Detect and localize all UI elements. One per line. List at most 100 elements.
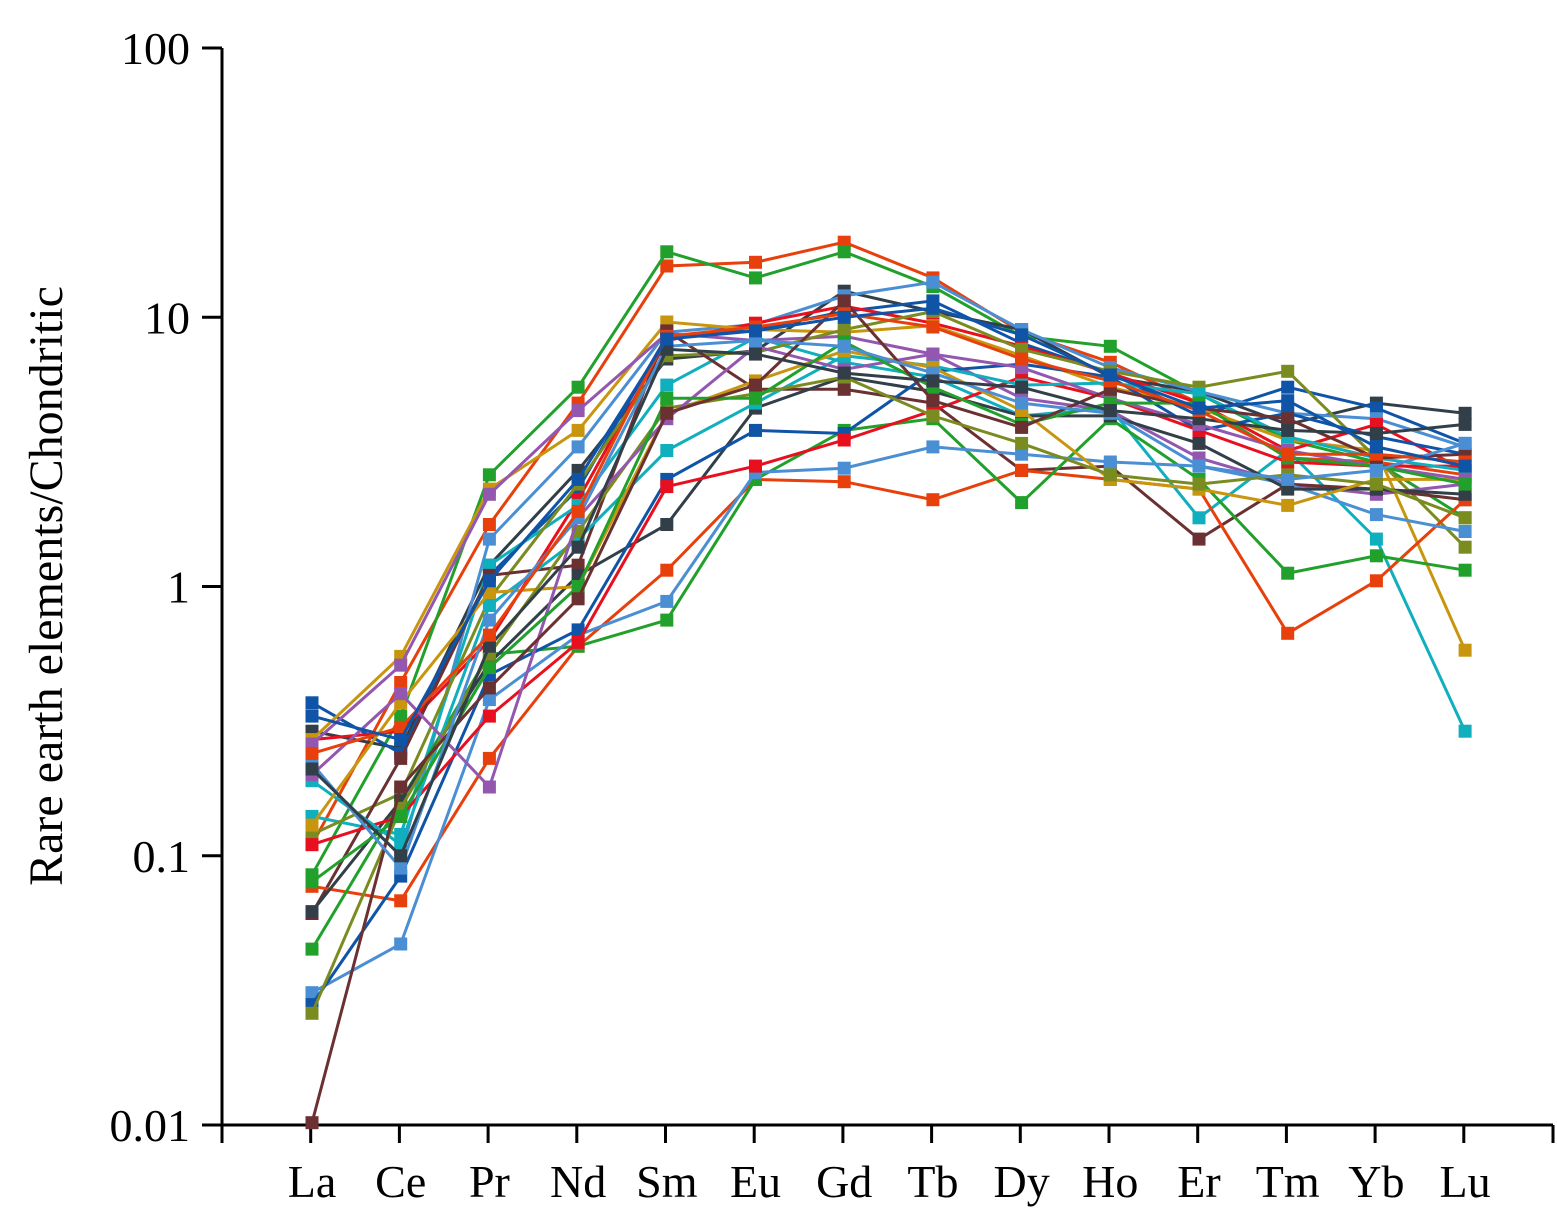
data-point (837, 310, 851, 324)
data-point (749, 347, 762, 361)
data-point (394, 849, 408, 863)
data-point (1281, 423, 1295, 437)
data-point (394, 687, 408, 701)
data-point (1192, 532, 1206, 546)
data-point (1281, 380, 1295, 394)
data-point (305, 1116, 319, 1130)
data-point (926, 347, 940, 361)
data-point (1458, 459, 1472, 473)
data-point (482, 487, 496, 501)
data-point (926, 394, 940, 408)
data-point (660, 259, 674, 273)
data-point (837, 294, 851, 308)
data-point (394, 720, 408, 734)
data-point (1103, 368, 1117, 382)
x-category-label: Ho (1082, 1156, 1138, 1207)
data-point (482, 628, 496, 642)
data-point (1458, 436, 1472, 450)
data-point (1192, 401, 1206, 415)
series-23 (305, 294, 1472, 1130)
series-line (310, 280, 1466, 859)
series-25 (305, 342, 1472, 863)
data-point (660, 391, 674, 405)
data-point (1192, 511, 1206, 525)
data-point (394, 809, 408, 823)
data-point (482, 558, 496, 572)
data-point (1458, 525, 1472, 538)
y-axis-title: Rare earth elements/Chondritic (20, 286, 73, 886)
data-point (1015, 380, 1029, 394)
data-point (1458, 417, 1472, 431)
series-line (310, 338, 1466, 872)
data-point (749, 271, 762, 285)
data-point (1458, 487, 1472, 501)
data-point (1458, 477, 1472, 491)
data-point (1369, 549, 1383, 563)
data-point (1369, 477, 1383, 491)
data-point (1015, 463, 1029, 477)
data-point (660, 563, 674, 577)
data-point (1192, 477, 1206, 491)
data-point (394, 861, 408, 875)
data-point (482, 661, 496, 675)
x-category-label: Nd (550, 1156, 606, 1207)
x-category-label: Tm (1256, 1156, 1320, 1207)
data-point (305, 875, 319, 889)
data-point (482, 468, 496, 482)
data-point (837, 475, 851, 489)
data-point (926, 409, 940, 423)
series-27 (305, 301, 1472, 747)
data-point (1103, 468, 1117, 482)
data-point (1015, 436, 1029, 450)
data-point (394, 937, 408, 951)
series-line (311, 306, 1466, 742)
data-point (482, 693, 496, 707)
data-point (837, 366, 851, 380)
data-point (1192, 436, 1206, 450)
data-point (571, 380, 585, 394)
data-point (660, 518, 674, 531)
data-point (394, 676, 408, 689)
data-point (1015, 328, 1029, 342)
data-point (482, 532, 496, 546)
y-tick-label: 10 (144, 292, 190, 343)
data-point (1103, 455, 1117, 469)
series-2 (305, 245, 1472, 882)
data-point (1281, 498, 1295, 512)
data-point (305, 838, 319, 852)
data-point (482, 574, 496, 588)
data-point (571, 623, 585, 637)
data-point (571, 504, 585, 518)
series-22 (305, 335, 1472, 889)
data-point (660, 332, 674, 346)
data-point (660, 613, 674, 627)
series-line (311, 299, 1466, 756)
data-point (571, 558, 585, 572)
data-point (1458, 406, 1472, 420)
series-line (310, 375, 1466, 913)
data-point (837, 382, 851, 396)
data-point (305, 986, 319, 1000)
data-point (1458, 643, 1472, 657)
series-line (310, 298, 1466, 1124)
x-category-label: Er (1177, 1156, 1220, 1207)
data-point (571, 423, 585, 437)
data-point (1369, 427, 1383, 440)
data-point (1369, 401, 1383, 415)
x-category-label: Tb (907, 1156, 958, 1207)
data-point (1281, 472, 1295, 486)
data-point (1458, 511, 1472, 525)
data-point (482, 709, 496, 723)
x-category-label: Eu (730, 1156, 781, 1207)
data-point (305, 1006, 319, 1020)
data-point (749, 324, 762, 338)
data-point (1458, 724, 1472, 738)
data-point (1369, 440, 1383, 454)
data-point (482, 639, 496, 653)
data-point (571, 635, 585, 649)
series-14 (305, 440, 1472, 1000)
data-point (1015, 447, 1029, 461)
data-point (305, 696, 319, 710)
data-point (482, 751, 496, 765)
